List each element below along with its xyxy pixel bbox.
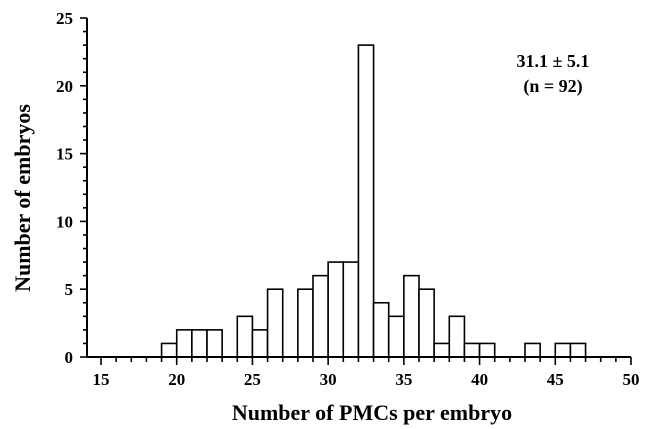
histogram-bar <box>191 329 208 358</box>
histogram-bar <box>175 329 193 358</box>
sample-size-annotation: (n = 92) <box>523 76 582 97</box>
x-tick-label: 25 <box>244 370 261 389</box>
y-tick-label: 10 <box>56 212 73 231</box>
histogram-bar <box>160 342 178 358</box>
y-axis-title: Number of embryos <box>10 104 35 292</box>
mean-sd-annotation: 31.1 ± 5.1 <box>517 51 590 71</box>
histogram-bar <box>418 288 435 358</box>
y-tick-label: 5 <box>65 280 74 299</box>
x-axis-title: Number of PMCs per embryo <box>232 400 512 425</box>
histogram-bar <box>236 315 254 358</box>
y-tick-label: 0 <box>65 348 74 367</box>
x-tick-label: 50 <box>623 370 640 389</box>
histogram-bar <box>206 329 223 358</box>
histogram-bar <box>478 342 496 358</box>
histogram-bar <box>372 301 390 358</box>
histogram-bar <box>327 261 345 358</box>
histogram-bar <box>463 342 481 358</box>
histogram-bar <box>342 261 360 358</box>
x-tick-label: 30 <box>320 370 337 389</box>
histogram-bar <box>297 288 314 358</box>
x-tick-label: 40 <box>471 370 488 389</box>
histogram-bar <box>266 288 284 358</box>
x-tick-label: 20 <box>168 370 185 389</box>
histogram-bar <box>312 274 329 358</box>
histogram-bar <box>387 315 405 358</box>
histogram-bar <box>251 329 269 358</box>
bars-layer <box>160 44 587 358</box>
histogram-bar <box>569 342 587 358</box>
y-ticks: 0 5 10 15 20 25 <box>56 9 87 367</box>
histogram-bar <box>357 44 375 358</box>
y-tick-label: 15 <box>56 145 73 164</box>
x-tick-label: 35 <box>395 370 412 389</box>
histogram-bar <box>448 315 466 358</box>
histogram-bar <box>433 342 451 358</box>
y-tick-label: 20 <box>56 77 73 96</box>
histogram-bar <box>554 342 572 358</box>
x-ticks: 15 20 25 30 35 40 45 50 <box>93 357 640 389</box>
histogram-bar <box>524 342 541 358</box>
x-tick-label: 15 <box>93 370 110 389</box>
y-tick-label: 25 <box>56 9 73 28</box>
histogram-bar <box>403 274 420 358</box>
x-tick-label: 45 <box>547 370 564 389</box>
